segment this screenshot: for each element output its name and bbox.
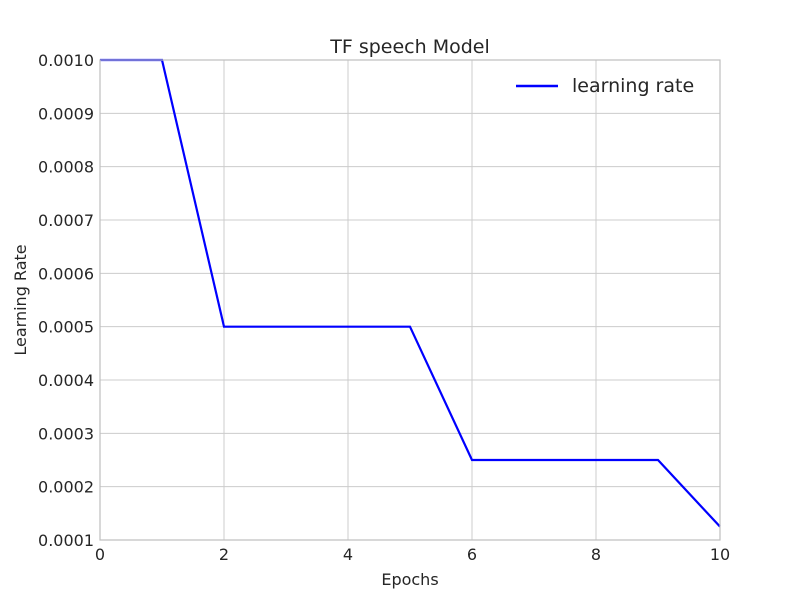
- legend: learning rate: [516, 75, 694, 97]
- x-tick-label: 2: [219, 545, 229, 564]
- y-tick-label: 0.0010: [38, 51, 94, 70]
- x-axis-label: Epochs: [381, 570, 438, 589]
- x-tick-label: 4: [343, 545, 353, 564]
- chart-title: TF speech Model: [329, 36, 490, 58]
- series-group: [100, 58, 721, 528]
- y-tick-label: 0.0003: [38, 424, 94, 443]
- y-axis-label: Learning Rate: [11, 244, 30, 355]
- legend-label: learning rate: [572, 75, 694, 97]
- x-tick-label: 8: [591, 545, 601, 564]
- y-tick-label: 0.0009: [38, 104, 94, 123]
- plot-frame: [99, 59, 721, 541]
- x-tick-label: 6: [467, 545, 477, 564]
- x-tick-label: 0: [95, 545, 105, 564]
- y-axis-ticks: 0.0001 0.0002 0.0003 0.0004 0.0005 0.0006 0.00…: [38, 51, 94, 550]
- y-tick-label: 0.0005: [38, 318, 94, 337]
- y-tick-label: 0.0007: [38, 211, 94, 230]
- series-line-learning-rate: [100, 58, 721, 528]
- y-tick-label: 0.0008: [38, 158, 94, 177]
- grid: [99, 59, 721, 541]
- y-tick-label: 0.0002: [38, 478, 94, 497]
- x-tick-label: 10: [710, 545, 730, 564]
- y-tick-label: 0.0006: [38, 264, 94, 283]
- x-axis-ticks: 0 2 4 6 8 10: [95, 545, 730, 564]
- y-tick-label: 0.0004: [38, 371, 94, 390]
- y-tick-label: 0.0001: [38, 531, 94, 550]
